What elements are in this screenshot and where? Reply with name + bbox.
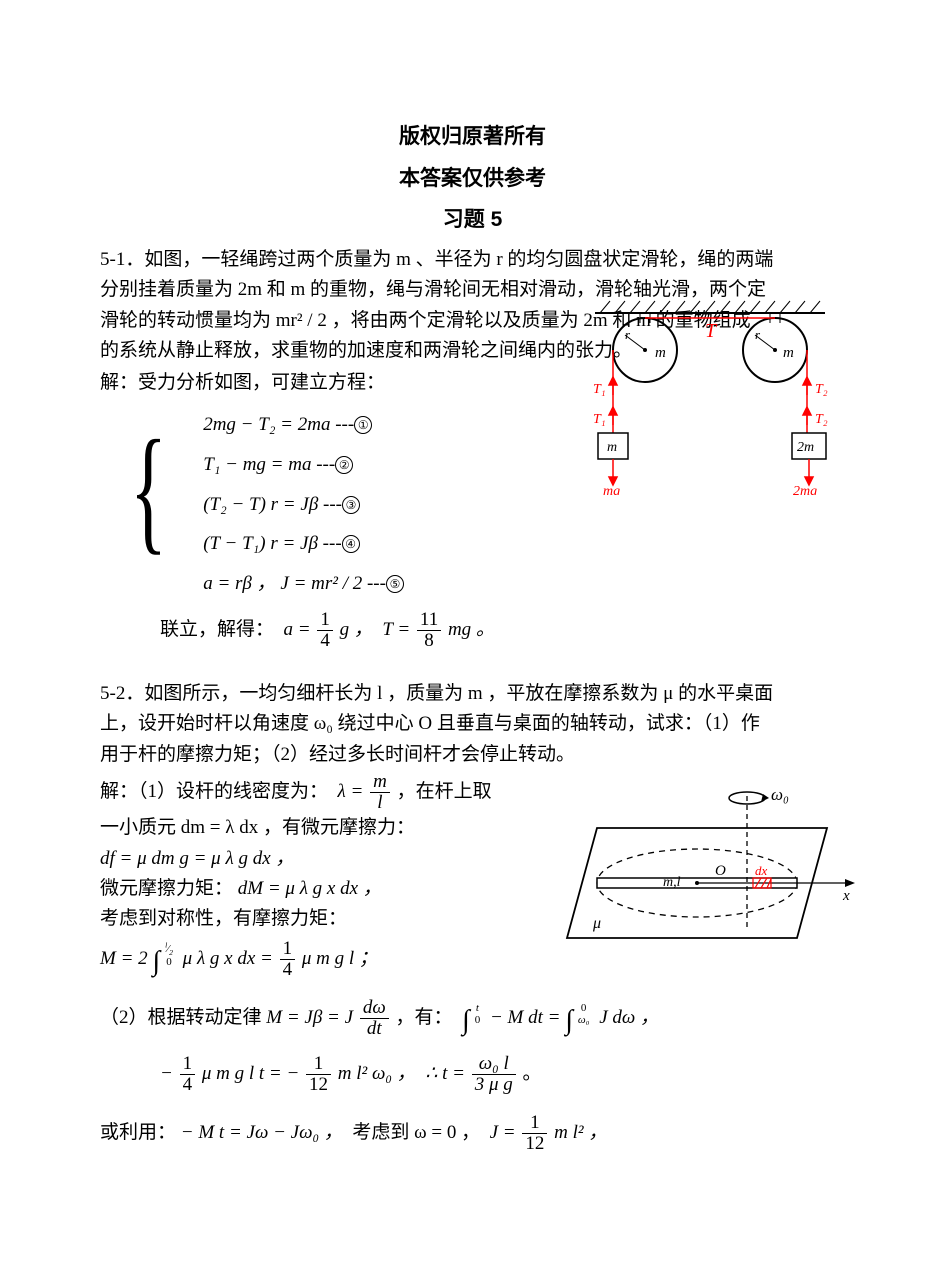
p2-M-intup: l⁄2 xyxy=(162,941,176,957)
p1-eq5: a = rβ ， J = mr² / 2 --- xyxy=(203,573,386,594)
fig2-mu: μ xyxy=(592,915,601,932)
fig1-block-m: m xyxy=(607,440,617,455)
p2-you: ，有： xyxy=(396,1007,453,1028)
header-line3: 习题 5 xyxy=(100,203,845,237)
p2-l3-rb: m l² ω₀ ， xyxy=(338,1063,416,1084)
p1-res-pre: 联立，解得： xyxy=(160,619,274,640)
fig1-T1a: T₁ xyxy=(593,382,606,397)
p1-eq3: (T₂ − T) r = Jβ --- xyxy=(203,494,342,515)
p2-i1-lo: 0 xyxy=(472,1015,484,1027)
fig1-T2a: T₂ xyxy=(815,382,828,397)
fig2-x: x xyxy=(842,888,850,904)
p2-line1: 5-2．如图所示，一均匀细杆长为 l ，质量为 m ，平放在摩擦系数为 μ 的水… xyxy=(100,679,845,709)
fig1-block-2m: 2m xyxy=(797,440,814,455)
p2-line2: 上，设开始时杆以角速度 ω₀ 绕过中心 O 且垂直与桌面的轴转动，试求：（1）作 xyxy=(100,709,845,739)
p2-M-tail: μ m g l ； xyxy=(302,947,378,968)
p2-alt: 或利用： − M t = Jω − Jω₀ ， 考虑到 ω = 0 ， J = … xyxy=(100,1113,845,1154)
p2-M-left: M = 2 xyxy=(100,947,148,968)
fig1-T1b: T₁ xyxy=(593,412,606,427)
circ-1: ① xyxy=(354,416,372,434)
p2-i2-up: 0 xyxy=(575,1003,593,1015)
p2-alt-pre: 或利用： xyxy=(100,1122,176,1143)
p2-part2-line1: （2）根据转动定律 M = Jβ = J dωdt ，有： ∫t0 − M dt… xyxy=(100,998,845,1044)
header-line2: 本答案仅供参考 xyxy=(100,162,845,196)
p2-dM: dM = μ λ g x dx ， xyxy=(238,878,382,899)
p1-T-post: mg 。 xyxy=(448,619,495,640)
p2-alt-Jn: 1 xyxy=(522,1113,547,1134)
p2-l3-ln: 1 xyxy=(180,1054,196,1075)
p2-part2-line2: − 14 μ m g l t = − 112 m l² ω₀ ， ∴ t = ω… xyxy=(160,1054,845,1095)
circ-3: ③ xyxy=(342,496,360,514)
fig2-dx: dx xyxy=(755,863,768,878)
p1-result: 联立，解得： a = 14 g ， T = 118 mg 。 xyxy=(160,610,845,651)
p2-l3-lb: μ m g l t = − xyxy=(202,1063,299,1084)
fig1-m-p1: m xyxy=(655,345,666,361)
p2-dw-den: dt xyxy=(360,1019,389,1039)
p2-M-fnum: 1 xyxy=(280,939,296,960)
fig1-r1: r xyxy=(625,327,631,342)
p2-M-fden: 4 xyxy=(280,960,296,980)
circ-2: ② xyxy=(335,456,353,474)
p2-l3-sol: ∴ t = xyxy=(425,1063,465,1084)
circ-5: ⑤ xyxy=(386,575,404,593)
circ-4: ④ xyxy=(342,535,360,553)
figure-pulleys: r m r m T T₁ T₁ T₂ T₂ m 2m mg 2mg xyxy=(565,295,855,495)
fig2-omega: ω₀ xyxy=(771,785,789,804)
fig2-O: O xyxy=(715,863,726,879)
p1-eq2: T₁ − mg = ma --- xyxy=(203,454,335,475)
header-line1: 版权归原著所有 xyxy=(100,120,845,154)
fig1-r2: r xyxy=(755,327,761,342)
p1-a-num: 1 xyxy=(317,610,333,631)
fig1-T: T xyxy=(705,320,718,342)
fig1-2mg: 2mg xyxy=(793,484,817,495)
p2-alt-eq: − M t = Jω − Jω₀ ， xyxy=(181,1122,343,1143)
p2-i2-lo: ω₀ xyxy=(575,1015,593,1027)
p2-line3: 用于杆的摩擦力矩；（2）经过多长时间杆才会停止转动。 xyxy=(100,740,845,770)
p2-dw-num: dω xyxy=(360,998,389,1019)
p2-l3-dot: 。 xyxy=(523,1063,542,1084)
fig1-m-p2: m xyxy=(783,345,794,361)
figure-rod: ω₀ O m,l dx x μ xyxy=(557,778,857,968)
p2-p2-pre: （2）根据转动定律 xyxy=(100,1007,262,1028)
p1-eq1: 2mg − T₂ = 2ma --- xyxy=(203,414,354,435)
p1-a-post: g ， xyxy=(340,619,373,640)
p2-M-intlo: 0 xyxy=(162,957,176,969)
p2-dM-pre: 微元摩擦力矩： xyxy=(100,878,233,899)
p2-alt-Jd: 12 xyxy=(522,1134,547,1154)
p2-l3-rn: 1 xyxy=(306,1054,331,1075)
p2-i1-body: − M dt = xyxy=(490,1007,561,1028)
p2-lam-num: m xyxy=(370,772,390,793)
fig1-mg: mg xyxy=(603,484,620,495)
fig1-T2b: T₂ xyxy=(815,412,828,427)
p2-lam-den: l xyxy=(370,793,390,813)
p2-alt-mid: 考虑到 ω = 0 ， xyxy=(352,1122,480,1143)
p2-t-den: 3 μ g xyxy=(472,1075,516,1095)
p1-T-eq: T = xyxy=(382,619,410,640)
p1-eq4: (T − T₁) r = Jβ --- xyxy=(203,533,341,554)
p2-l3-rd: 12 xyxy=(306,1075,331,1095)
p2-M-intbody: μ λ g x dx = xyxy=(183,947,273,968)
p2-l3-ld: 4 xyxy=(180,1075,196,1095)
p1-line1: 5-1．如图，一轻绳跨过两个质量为 m 、半径为 r 的均匀圆盘状定滑轮，绳的两… xyxy=(100,245,845,275)
p2-t-num: ω₀ l xyxy=(472,1054,516,1075)
p1-T-den: 8 xyxy=(417,631,441,651)
p2-p2-MJb: M = Jβ = J xyxy=(266,1007,353,1028)
p1-a-den: 4 xyxy=(317,631,333,651)
p2-alt-Jt: m l² ， xyxy=(554,1122,607,1143)
p2-i1-up: t xyxy=(472,1003,484,1015)
p1-T-num: 11 xyxy=(417,610,441,631)
p2-sol1-head: 解：（1）设杆的线密度为： xyxy=(100,781,328,802)
p2-sol1-tail: ，在杆上取 xyxy=(397,781,492,802)
brace-icon: { xyxy=(130,405,167,604)
fig2-ml: m,l xyxy=(663,875,681,890)
p2-alt-Jeq: J = xyxy=(490,1122,516,1143)
p2-i2-body: J dω ， xyxy=(599,1007,659,1028)
p1-a-eq: a = xyxy=(284,619,311,640)
